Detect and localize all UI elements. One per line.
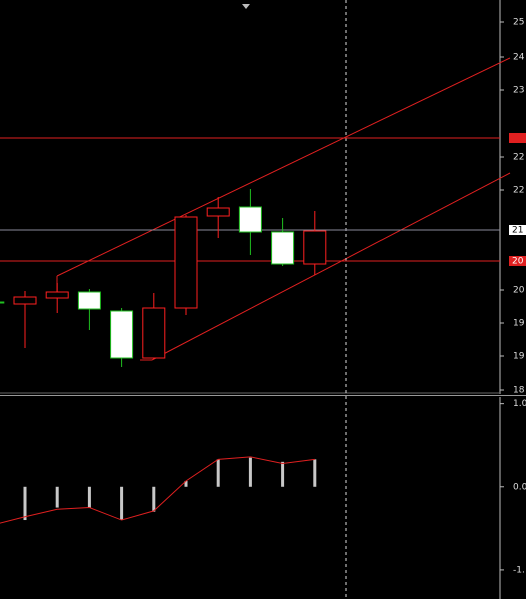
candle-body — [303, 230, 327, 265]
histogram-bar — [313, 459, 317, 487]
candle-body — [142, 307, 166, 359]
histogram-bar — [216, 459, 220, 487]
level-tag — [509, 225, 526, 235]
histogram-bar — [120, 486, 124, 521]
histogram-bar — [87, 486, 91, 508]
y-tick-label: -1. — [513, 565, 525, 575]
y-tick-label: 22 — [513, 153, 524, 163]
y-tick-label: 22 — [513, 186, 524, 196]
level-tag — [509, 133, 526, 143]
channel-lower — [151, 172, 511, 361]
y-tick-label: 19 — [513, 352, 525, 362]
histogram-bar — [281, 461, 285, 487]
y-tick-label: 19 — [513, 319, 525, 329]
level-tag — [509, 256, 526, 266]
signal-line — [0, 456, 315, 524]
histogram-bar — [184, 480, 188, 487]
candle-body — [13, 296, 37, 305]
candle-body — [110, 310, 134, 359]
y-tick-label: 1.0 — [513, 399, 526, 409]
histogram-bar — [55, 486, 59, 508]
candle-body — [238, 206, 262, 233]
y-tick-label: 18 — [513, 386, 525, 396]
histogram-bar — [23, 486, 27, 521]
candle-body — [174, 216, 198, 309]
candle-body — [77, 291, 101, 310]
y-tick-label: 20 — [513, 286, 525, 296]
y-tick-label: 25 — [513, 18, 524, 28]
y-tick-label: 24 — [513, 53, 525, 63]
histogram-bar — [152, 486, 156, 512]
candle-body — [206, 207, 230, 217]
level-label: 21 — [512, 226, 523, 236]
level-label: 20 — [512, 257, 524, 267]
y-tick-label: 23 — [513, 86, 524, 96]
shift-marker — [242, 4, 250, 9]
channel-upper — [56, 57, 511, 277]
histogram-bar — [248, 457, 252, 487]
candle-body — [45, 291, 69, 299]
y-tick-label: 0.0 — [513, 482, 526, 492]
candle-body — [0, 301, 5, 304]
candle-body — [271, 231, 295, 265]
